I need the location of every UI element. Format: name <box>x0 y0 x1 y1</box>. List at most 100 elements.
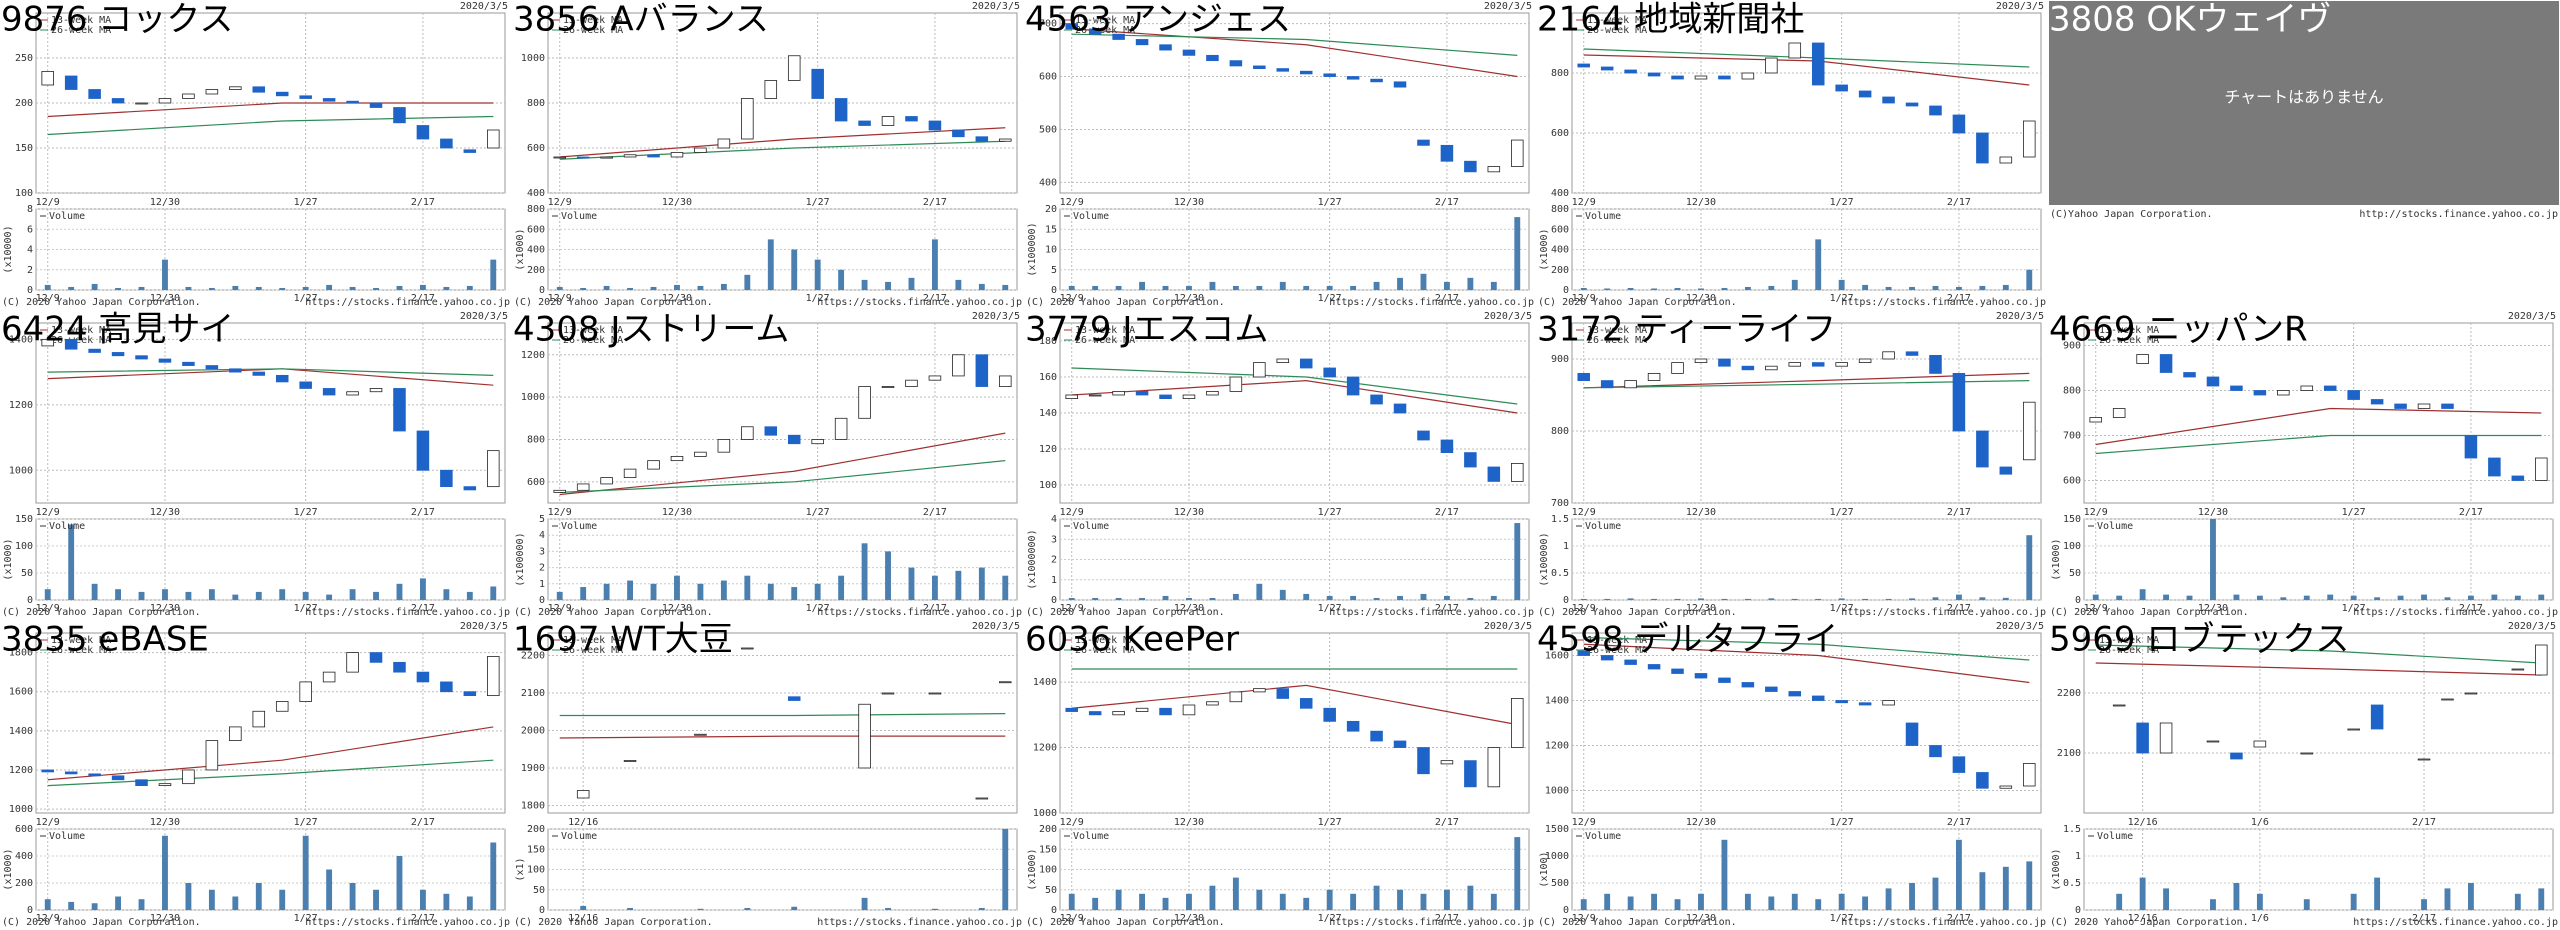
volume-tick-label: 0 <box>27 905 33 916</box>
volume-bar <box>2538 594 2545 600</box>
volume-bar <box>185 286 192 290</box>
volume-bar <box>1420 593 1427 600</box>
source-url: https://stocks.finance.yahoo.co.jp <box>1841 607 2046 618</box>
volume-bar <box>1885 888 1892 910</box>
x-tick-label: 2/17 <box>1947 817 1971 828</box>
legend-label: 26-week MA <box>1075 335 1135 346</box>
candle-body <box>299 95 312 99</box>
source-url: https://stocks.finance.yahoo.co.jp <box>305 917 510 928</box>
candle-body <box>158 783 172 787</box>
price-plot-area <box>35 632 506 814</box>
volume-bar <box>1955 594 1962 600</box>
volume-bar <box>1186 893 1192 910</box>
y-tick-label: 160 <box>1039 372 1057 383</box>
volume-bar <box>349 883 356 910</box>
moving-average-line <box>1071 367 1518 405</box>
chart-panel: 40060080012/912/912/3012/301/271/272/172… <box>1537 0 2046 308</box>
volume-bar <box>185 883 192 910</box>
volume-bar <box>931 575 938 600</box>
x-tick-label: 12/9 <box>2084 507 2108 518</box>
volume-tick-label: 200 <box>1551 265 1569 276</box>
candle-body <box>1741 682 1755 688</box>
date-label: 2020/3/5 <box>972 311 1020 322</box>
x-tick-label: 2/17 <box>1435 913 1459 924</box>
candle-body <box>1135 707 1149 712</box>
source-url: https://stocks.finance.yahoo.co.jp <box>2353 917 2558 928</box>
candle-body <box>322 388 336 396</box>
price-plot-area <box>35 322 506 504</box>
volume-bar <box>1604 893 1611 910</box>
x-tick-label: 2/17 <box>1435 507 1459 518</box>
x-tick-label: 12/9 <box>2084 603 2108 614</box>
volume-bar <box>2210 519 2216 600</box>
volume-bar <box>1279 281 1286 290</box>
volume-bar <box>2002 866 2009 910</box>
date-label: 2020/3/5 <box>2508 311 2556 322</box>
candle-body <box>205 740 219 771</box>
volume-bar <box>419 578 426 600</box>
y-tick-label: 600 <box>2063 476 2081 487</box>
x-tick-label: 12/9 <box>1060 603 1084 614</box>
volume-bar <box>1862 284 1869 290</box>
y-tick-label: 800 <box>1551 68 1569 79</box>
candle-body <box>135 102 148 105</box>
volume-bar <box>138 286 145 290</box>
candle-body <box>741 426 754 440</box>
chart-title: 6036 KeePer <box>1025 620 1239 660</box>
volume-bar <box>1862 896 1869 910</box>
volume-bar <box>885 281 891 290</box>
moving-average-line <box>47 102 494 118</box>
volume-tick-label: 3 <box>539 546 545 557</box>
x-tick-label: 12/9 <box>548 507 572 518</box>
volume-bar <box>1002 829 1009 910</box>
volume-bar <box>419 284 426 290</box>
volume-bar <box>1744 286 1751 290</box>
volume-tick-label: 2 <box>1051 555 1057 566</box>
volume-tick-label: 200 <box>527 824 545 835</box>
chart-title: 4598 デルタフライ <box>1537 620 1838 660</box>
legend-label: 13-week MA <box>1075 15 1135 26</box>
volume-unit: (x1000) <box>2051 848 2062 890</box>
credit: (C) 2020 Yahoo Japan Corporation. <box>1026 607 1225 618</box>
y-tick-label: 700 <box>2063 431 2081 442</box>
candle-body <box>2441 403 2454 409</box>
volume-bar <box>1744 893 1751 910</box>
volume-legend: Volume <box>49 211 85 222</box>
volume-bar <box>68 901 75 910</box>
volume-bar <box>91 283 98 290</box>
volume-bar <box>1698 288 1704 290</box>
candle-body <box>1835 700 1848 704</box>
x-tick-label: 2/17 <box>1947 293 1971 304</box>
volume-legend: Volume <box>1073 521 1109 532</box>
x-tick-label: 12/30 <box>662 603 692 614</box>
credit: (C) 2020 Yahoo Japan Corporation. <box>1538 917 1737 928</box>
candle-body <box>346 391 359 396</box>
candle-body <box>1788 691 1802 697</box>
volume-bar <box>1514 217 1521 290</box>
candle-body <box>1929 105 1942 116</box>
chart-panel: 400 600 800 1000 12/9 12/9 12/30 12/30 1/27 1/27 2… <box>513 0 1022 308</box>
candle-body <box>1135 39 1149 46</box>
volume-bar <box>1791 893 1798 910</box>
y-tick-label: 1400 <box>1033 677 1057 688</box>
candle-body <box>2089 417 2102 423</box>
volume-bar <box>1909 286 1915 290</box>
volume-bar <box>1955 839 1962 910</box>
chart-title: 3856 Aバランス <box>513 0 769 40</box>
volume-bar <box>302 835 309 910</box>
volume-bar <box>2116 595 2123 600</box>
volume-bar <box>279 589 286 600</box>
volume-bar <box>466 896 473 910</box>
candle-body <box>694 451 707 457</box>
volume-bar <box>791 249 798 290</box>
x-tick-label: 12/30 <box>150 197 180 208</box>
volume-bar <box>2186 595 2193 600</box>
candle-body <box>299 381 312 389</box>
volume-bar <box>490 842 497 910</box>
volume-bar <box>2514 595 2521 600</box>
y-tick-label: 1200 <box>1033 743 1057 754</box>
volume-bar <box>2210 899 2216 910</box>
volume-bar <box>2421 594 2427 600</box>
